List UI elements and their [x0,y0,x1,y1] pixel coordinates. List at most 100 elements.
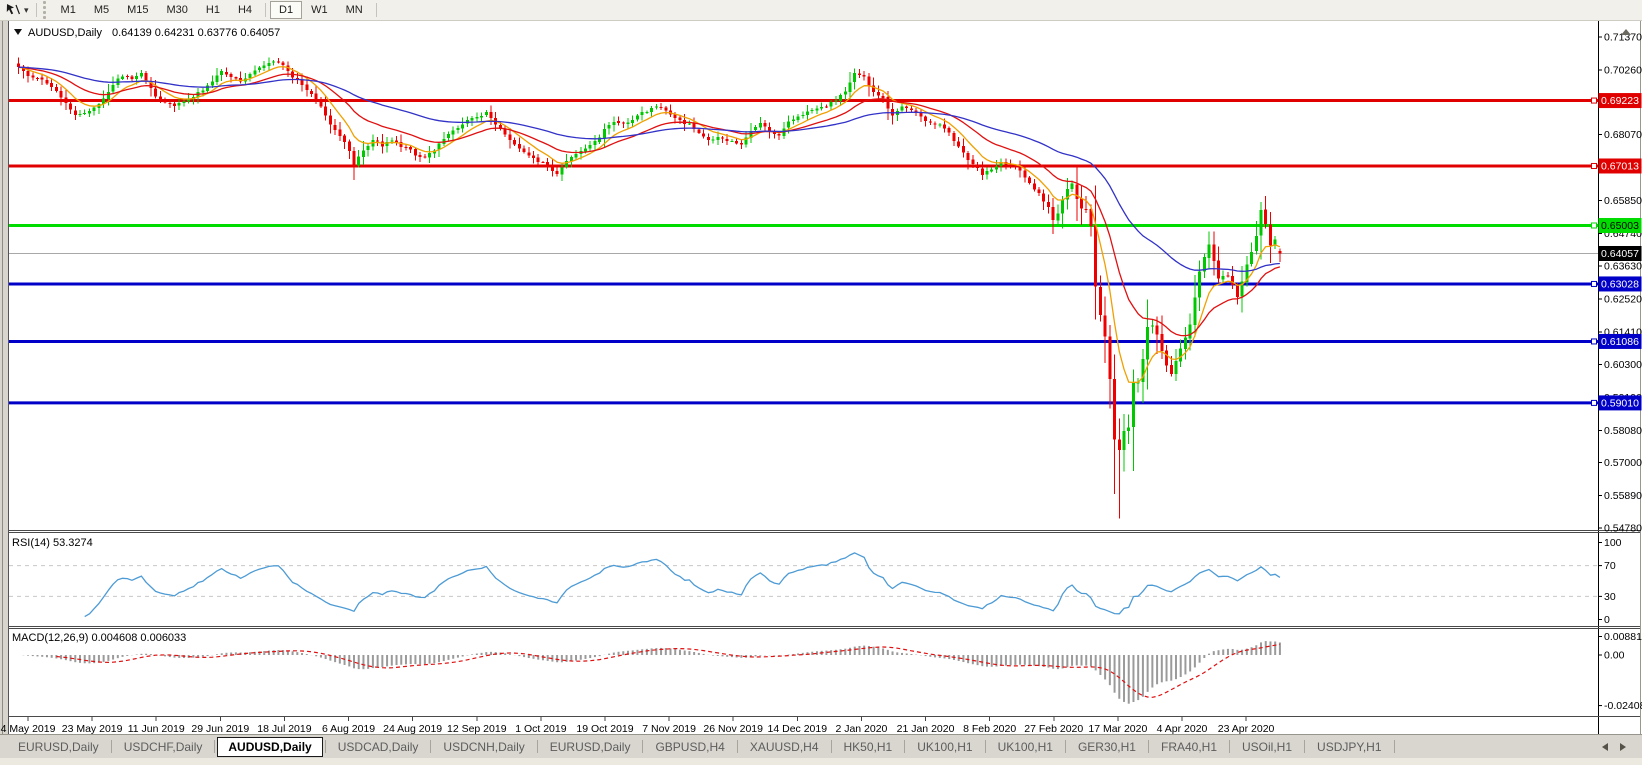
candle-body [272,61,276,63]
candle-body [503,128,507,135]
date-label: 23 May 2019 [62,723,123,735]
candle [1051,198,1055,234]
candle-body [1155,325,1159,335]
candle-body [300,79,304,85]
symbol-tab-8-hk50-h1[interactable]: HK50,H1 [843,739,893,754]
candle-body [50,83,54,88]
symbol-tab-10-uk100-h1[interactable]: UK100,H1 [997,739,1053,754]
symbol-tab-4-usdcnh-daily[interactable]: USDCNH,Daily [443,739,525,754]
candle [876,85,880,100]
symbol-tab-9-uk100-h1[interactable]: UK100,H1 [917,739,973,754]
timeframe-button-m30[interactable]: M30 [166,4,188,16]
tab-separator [110,740,112,753]
candle-body [754,126,758,131]
candle-body [1098,286,1102,316]
candle [59,86,63,106]
tab-separator [830,740,832,753]
candle-body [806,111,810,115]
timeframe-button-w1[interactable]: W1 [311,4,328,16]
toolbar-drag-handle[interactable] [42,1,46,19]
candle-body [990,169,994,172]
date-label: 29 Jun 2019 [191,723,249,735]
candle [1117,418,1121,519]
candle [258,66,262,73]
macd-tick-label: 0.00 [1604,650,1625,662]
candle-body [456,128,460,131]
candle [815,105,819,114]
candle [69,101,73,115]
candle [177,98,181,110]
symbol-tab-11-ger30-h1[interactable]: GER30,H1 [1077,739,1136,754]
candle [163,97,167,104]
candle-body [1117,439,1121,451]
candle-body [508,134,512,140]
timeframe-button-h1[interactable]: H1 [205,4,220,16]
symbol-tab-1-usdchf-daily[interactable]: USDCHF,Daily [123,739,203,754]
candle [324,96,328,121]
candle-body [324,106,328,116]
timeframe-button-m5[interactable]: M5 [93,4,110,16]
candle-body [735,140,739,144]
symbol-tab-3-usdcad-daily[interactable]: USDCAD,Daily [337,739,419,754]
symbol-tab-7-xauusd-h4[interactable]: XAUUSD,H4 [749,739,819,754]
title-collapse-icon[interactable] [14,29,22,35]
candle-body [163,100,167,103]
candle-body [777,133,781,136]
candle-body [716,137,720,140]
candle-body [706,137,710,140]
candle-body [1108,336,1112,380]
candle [971,154,975,168]
date-axis[interactable]: 4 May 2019 23 May 2019 11 Jun 2019 29 Jun 2… [1,717,1275,735]
timeframe-button-mn[interactable]: MN [345,4,363,16]
symbol-tab-5-eurusd-daily[interactable]: EURUSD,Daily [549,739,631,754]
candle [451,126,455,141]
candle-body [423,156,427,158]
cursor-tool-icon[interactable] [3,2,23,18]
candle [1150,320,1154,334]
symbol-tab-14-usdjpy-h1[interactable]: USDJPY,H1 [1317,739,1382,754]
candle-body [1103,315,1107,337]
ma-lines [18,65,1281,383]
date-label: 24 Aug 2019 [383,723,442,735]
candle-body [83,112,87,115]
ma-line-55 [18,66,1280,272]
timeframe-button-m15[interactable]: M15 [127,4,149,16]
candle-body [1089,209,1093,227]
candle [130,74,134,81]
dropdown-caret-icon[interactable]: ▾ [24,5,29,15]
candle [87,108,91,117]
symbol-tab-12-fra40-h1[interactable]: FRA40,H1 [1160,739,1218,754]
timeframe-button-m1[interactable]: M1 [60,4,76,16]
symbol-tab-13-usoil-h1[interactable]: USOil,H1 [1242,739,1293,754]
candle-body [172,103,176,107]
candle [716,131,720,145]
candle-body [1264,209,1268,225]
candle-body [886,97,890,109]
tab-separator [1393,740,1395,753]
candle-body [957,141,961,147]
tab-scroll-left-icon[interactable] [1602,742,1608,751]
candle [347,139,351,159]
level-end-marker [1591,399,1597,406]
candle [692,117,696,133]
price-tick-label: 0.58080 [1604,425,1642,437]
candle-body [475,116,479,119]
symbol-tab-6-gbpusd-h4[interactable]: GBPUSD,H4 [655,739,725,754]
symbol-tab-0-eurusd-daily[interactable]: EURUSD,Daily [18,739,99,754]
tab-scroll-right-icon[interactable] [1620,742,1626,751]
candle-body [276,61,280,63]
timeframe-button-d1[interactable]: D1 [270,1,303,19]
candle-body [1193,297,1197,326]
candle [83,109,87,115]
symbol-tab-2-audusd-daily[interactable]: AUDUSD,Daily [217,736,323,757]
candle [697,128,701,135]
candle-body [357,156,361,166]
candle-body [947,128,951,133]
timeframe-button-h4[interactable]: H4 [237,4,253,16]
candle-body [631,120,635,123]
candle-body [971,159,975,164]
candle [1061,196,1065,229]
candle [650,105,654,117]
candle-body [102,98,106,105]
